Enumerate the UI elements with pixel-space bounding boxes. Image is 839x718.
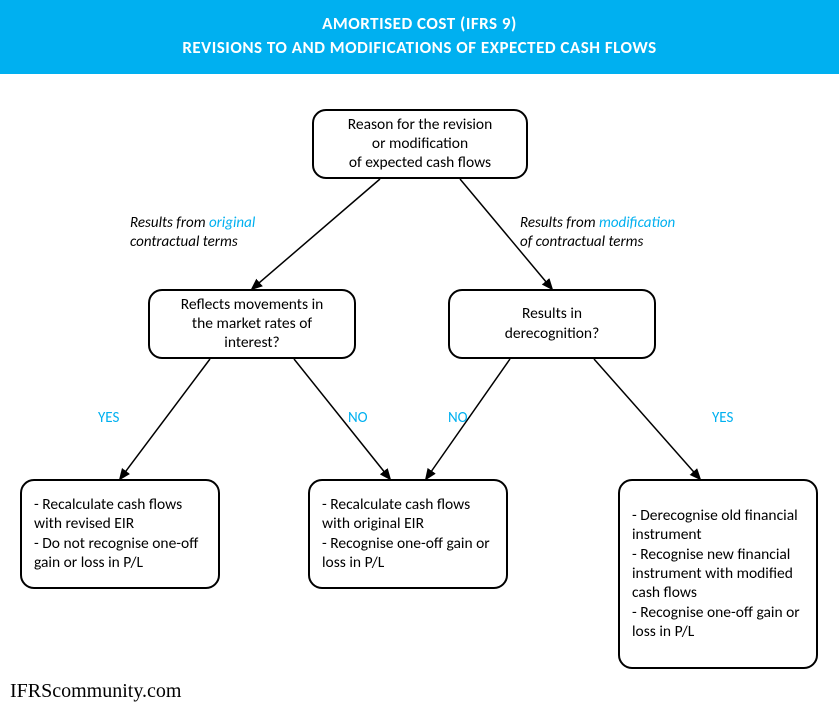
edge-label-right: Results from modificationof contractual …	[520, 214, 675, 253]
header-line1: AMORTISED COST (IFRS 9)	[10, 12, 829, 36]
label-yes-left: YES	[98, 409, 119, 427]
node-root: Reason for the revisionor modificationof…	[312, 109, 528, 179]
flowchart-canvas: Reason for the revisionor modificationof…	[0, 74, 839, 714]
node-question-right: Results inderecognition?	[448, 289, 656, 359]
node-outcome-mid: - Recalculate cash flows with original E…	[308, 479, 508, 589]
header-banner: AMORTISED COST (IFRS 9) REVISIONS TO AND…	[0, 0, 839, 74]
label-no-left: NO	[348, 409, 368, 427]
node-question-left: Reflects movements inthe market rates of…	[148, 289, 356, 359]
node-outcome-left: - Recalculate cash flows with revised EI…	[20, 479, 220, 589]
edge-label-left: Results from originalcontractual terms	[130, 214, 255, 253]
label-no-right: NO	[448, 409, 468, 427]
label-yes-right: YES	[712, 409, 733, 427]
header-line2: REVISIONS TO AND MODIFICATIONS OF EXPECT…	[10, 36, 829, 60]
node-outcome-right: - Derecognise old financial instrument- …	[618, 479, 818, 669]
footer-attribution: IFRScommunity.com	[10, 680, 181, 703]
